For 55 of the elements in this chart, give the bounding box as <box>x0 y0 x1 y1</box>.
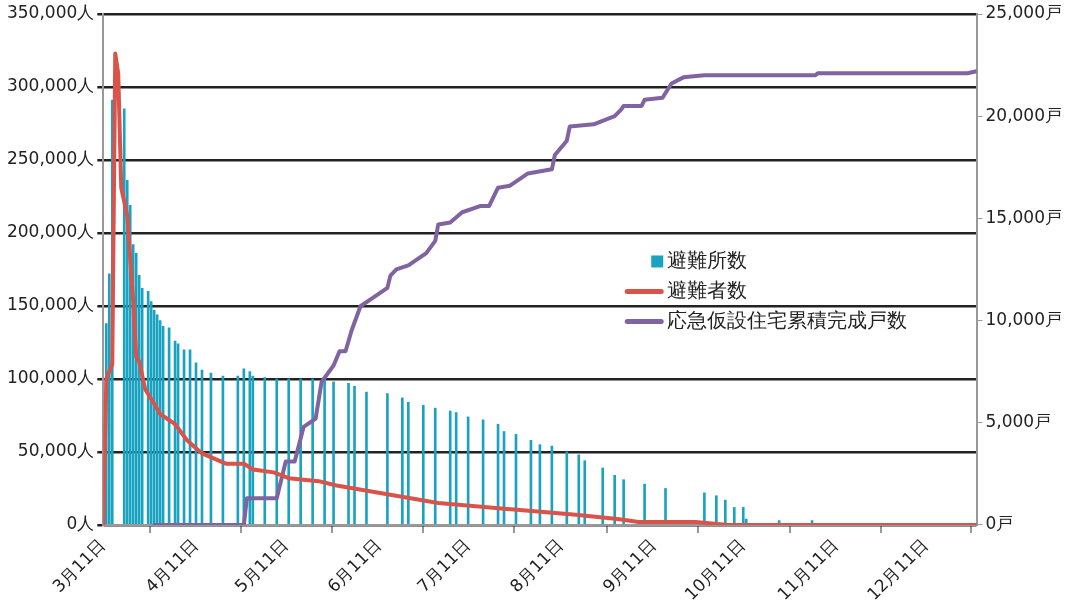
bar <box>386 393 389 525</box>
bar <box>454 412 458 525</box>
bar <box>251 375 255 525</box>
bar <box>448 410 452 525</box>
bar <box>601 467 605 525</box>
bar <box>577 454 581 525</box>
bar <box>311 378 314 525</box>
bar <box>122 108 126 525</box>
bar <box>263 377 267 525</box>
x-tick-label: 6月11日 <box>323 534 385 597</box>
x-tick-label: 5月11日 <box>230 534 292 597</box>
y-tick-label: 300,000人 <box>6 75 95 96</box>
y2-tick-label: 15,000戸 <box>985 206 1062 227</box>
y-tick-label: 150,000人 <box>6 294 95 315</box>
y2-tick-label: 20,000戸 <box>985 104 1062 125</box>
y-tick-label: 350,000人 <box>6 2 95 23</box>
bar <box>565 451 569 525</box>
y2-tick-label: 10,000戸 <box>985 308 1062 329</box>
x-tick-label: 9月11日 <box>598 534 660 597</box>
bar <box>613 474 616 525</box>
bar <box>433 407 437 525</box>
y-tick-label: 100,000人 <box>6 367 95 388</box>
bar <box>275 378 279 525</box>
y-tick-label: 0人 <box>66 513 95 534</box>
bar <box>741 507 745 525</box>
bar <box>715 495 718 525</box>
x-tick-label: 8月11日 <box>505 534 567 597</box>
y-tick-label: 50,000人 <box>17 440 95 461</box>
x-tick-label: 10月11日 <box>680 534 750 604</box>
bar <box>287 378 291 525</box>
y2-tick-label: 5,000戸 <box>985 411 1052 432</box>
bar <box>622 479 625 525</box>
y2-tick-label: 25,000戸 <box>985 2 1062 23</box>
x-tick-label: 3月11日 <box>48 534 110 597</box>
bar <box>401 397 404 525</box>
x-tick-label: 12月11日 <box>862 534 932 604</box>
bar <box>365 391 368 525</box>
x-tick-label: 11月11日 <box>773 534 842 604</box>
x-tick-label: 7月11日 <box>412 534 475 597</box>
legend-label: 避難者数 <box>667 277 748 302</box>
y-tick-label: 250,000人 <box>6 148 95 169</box>
bar <box>332 381 335 525</box>
bar <box>347 383 350 525</box>
bar <box>583 460 587 525</box>
bar <box>407 401 410 525</box>
y2-tick-label: 0戸 <box>985 513 1014 534</box>
x-tick-label: 4月11日 <box>140 534 202 597</box>
legend-label: 避難所数 <box>667 247 748 272</box>
bar <box>323 378 326 525</box>
bar <box>723 499 727 525</box>
legend-label: 応急仮設住宅累積完成戸数 <box>667 307 908 332</box>
y-tick-label: 200,000人 <box>6 221 95 242</box>
bar <box>353 385 356 525</box>
bar <box>421 404 425 525</box>
bar <box>732 507 736 525</box>
